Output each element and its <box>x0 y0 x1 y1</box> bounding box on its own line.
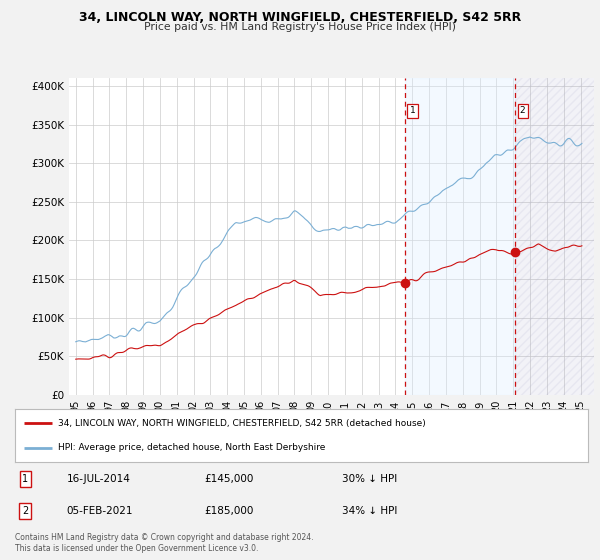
Text: 30% ↓ HPI: 30% ↓ HPI <box>341 474 397 484</box>
Text: 34, LINCOLN WAY, NORTH WINGFIELD, CHESTERFIELD, S42 5RR (detached house): 34, LINCOLN WAY, NORTH WINGFIELD, CHESTE… <box>58 419 426 428</box>
Text: 34, LINCOLN WAY, NORTH WINGFIELD, CHESTERFIELD, S42 5RR: 34, LINCOLN WAY, NORTH WINGFIELD, CHESTE… <box>79 11 521 24</box>
Bar <box>404 78 515 395</box>
Text: 05-FEB-2021: 05-FEB-2021 <box>67 506 133 516</box>
Text: Price paid vs. HM Land Registry's House Price Index (HPI): Price paid vs. HM Land Registry's House … <box>144 22 456 32</box>
Text: 2: 2 <box>22 506 28 516</box>
Text: 16-JUL-2014: 16-JUL-2014 <box>67 474 130 484</box>
Text: 1: 1 <box>410 106 415 115</box>
Bar <box>515 78 594 395</box>
Text: £185,000: £185,000 <box>204 506 253 516</box>
Text: 1: 1 <box>22 474 28 484</box>
Text: 34% ↓ HPI: 34% ↓ HPI <box>341 506 397 516</box>
Text: HPI: Average price, detached house, North East Derbyshire: HPI: Average price, detached house, Nort… <box>58 443 325 452</box>
Text: Contains HM Land Registry data © Crown copyright and database right 2024.
This d: Contains HM Land Registry data © Crown c… <box>15 533 314 553</box>
Text: £145,000: £145,000 <box>204 474 253 484</box>
Text: 2: 2 <box>520 106 526 115</box>
